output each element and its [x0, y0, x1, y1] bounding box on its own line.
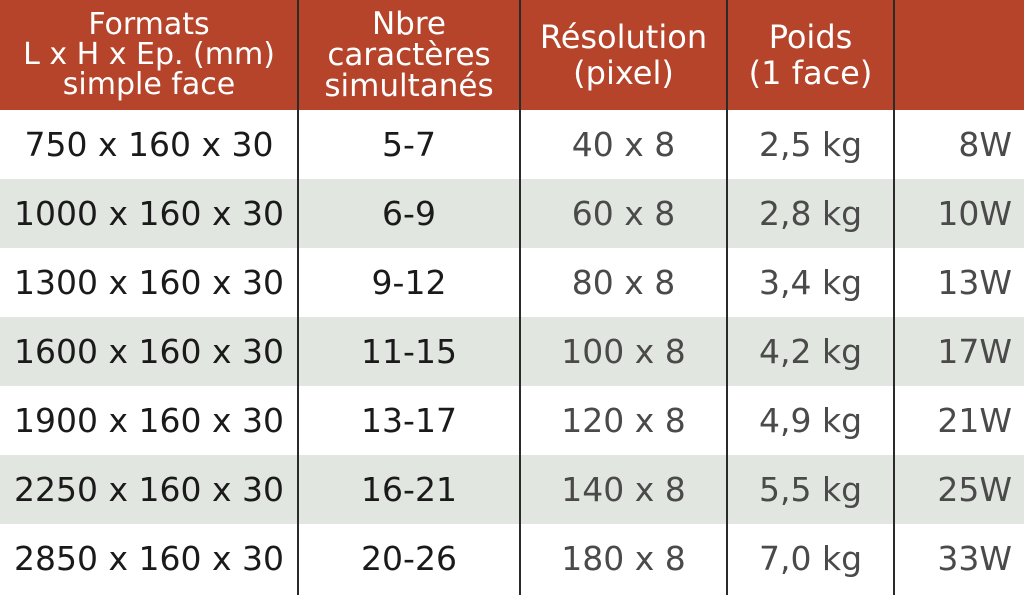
cell-resolution: 140 x 8 — [561, 470, 686, 509]
header-poids: Poids (1 face) — [727, 0, 894, 110]
header-formats: Formats L x H x Ep. (mm) simple face — [0, 0, 298, 110]
cell-power: 21W — [937, 401, 1012, 440]
cell-chars: 6-9 — [382, 194, 436, 233]
cell-format: 1900 x 160 x 30 — [14, 401, 284, 440]
column-divider — [893, 0, 895, 595]
cell-poids: 7,0 kg — [758, 539, 863, 578]
cell-format: 1000 x 160 x 30 — [14, 194, 284, 233]
cell-poids: 5,5 kg — [758, 470, 863, 509]
cell-resolution: 180 x 8 — [561, 539, 686, 578]
cell-chars: 5-7 — [382, 125, 436, 164]
table-row: 2250 x 160 x 30 16-21 140 x 8 5,5 kg 25W — [0, 455, 1024, 524]
cell-poids: 4,2 kg — [758, 332, 863, 371]
column-divider — [297, 0, 299, 595]
cell-chars: 13-17 — [361, 401, 457, 440]
cell-power: 10W — [937, 194, 1012, 233]
header-resolution: Résolution (pixel) — [520, 0, 727, 110]
cell-format: 1300 x 160 x 30 — [14, 263, 284, 302]
cell-chars: 16-21 — [361, 470, 457, 509]
cell-format: 750 x 160 x 30 — [24, 125, 274, 164]
header-chars: Nbre caractères simultanés — [298, 0, 520, 110]
header-resolution-label: Résolution (pixel) — [539, 18, 708, 92]
cell-poids: 4,9 kg — [758, 401, 863, 440]
table-body: 750 x 160 x 30 5-7 40 x 8 2,5 kg 8W 1000… — [0, 110, 1024, 595]
cell-poids: 2,8 kg — [758, 194, 863, 233]
cell-chars: 11-15 — [361, 332, 457, 371]
header-poids-label: Poids (1 face) — [748, 18, 873, 92]
cell-poids: 3,4 kg — [758, 263, 863, 302]
table-row: 750 x 160 x 30 5-7 40 x 8 2,5 kg 8W — [0, 110, 1024, 179]
cell-power: 8W — [958, 125, 1012, 164]
header-power — [894, 0, 1024, 110]
table-row: 1000 x 160 x 30 6-9 60 x 8 2,8 kg 10W — [0, 179, 1024, 248]
header-formats-label: Formats L x H x Ep. (mm) simple face — [23, 7, 275, 102]
cell-chars: 20-26 — [361, 539, 457, 578]
cell-format: 2850 x 160 x 30 — [14, 539, 284, 578]
cell-format: 1600 x 160 x 30 — [14, 332, 284, 371]
table-header: Formats L x H x Ep. (mm) simple face Nbr… — [0, 0, 1024, 110]
cell-resolution: 80 x 8 — [571, 263, 676, 302]
table-row: 2850 x 160 x 30 20-26 180 x 8 7,0 kg 33W — [0, 524, 1024, 593]
column-divider — [726, 0, 728, 595]
cell-resolution: 100 x 8 — [561, 332, 686, 371]
cell-resolution: 40 x 8 — [571, 125, 676, 164]
cell-power: 13W — [937, 263, 1012, 302]
cell-resolution: 120 x 8 — [561, 401, 686, 440]
cell-power: 33W — [937, 539, 1012, 578]
header-chars-label: Nbre caractères simultanés — [324, 5, 494, 104]
column-divider — [519, 0, 521, 595]
table-row: 1300 x 160 x 30 9-12 80 x 8 3,4 kg 13W — [0, 248, 1024, 317]
cell-poids: 2,5 kg — [758, 125, 863, 164]
table-row: 1600 x 160 x 30 11-15 100 x 8 4,2 kg 17W — [0, 317, 1024, 386]
cell-power: 17W — [937, 332, 1012, 371]
cell-format: 2250 x 160 x 30 — [14, 470, 284, 509]
table-row: 1900 x 160 x 30 13-17 120 x 8 4,9 kg 21W — [0, 386, 1024, 455]
cell-power: 25W — [937, 470, 1012, 509]
cell-resolution: 60 x 8 — [571, 194, 676, 233]
cell-chars: 9-12 — [371, 263, 447, 302]
